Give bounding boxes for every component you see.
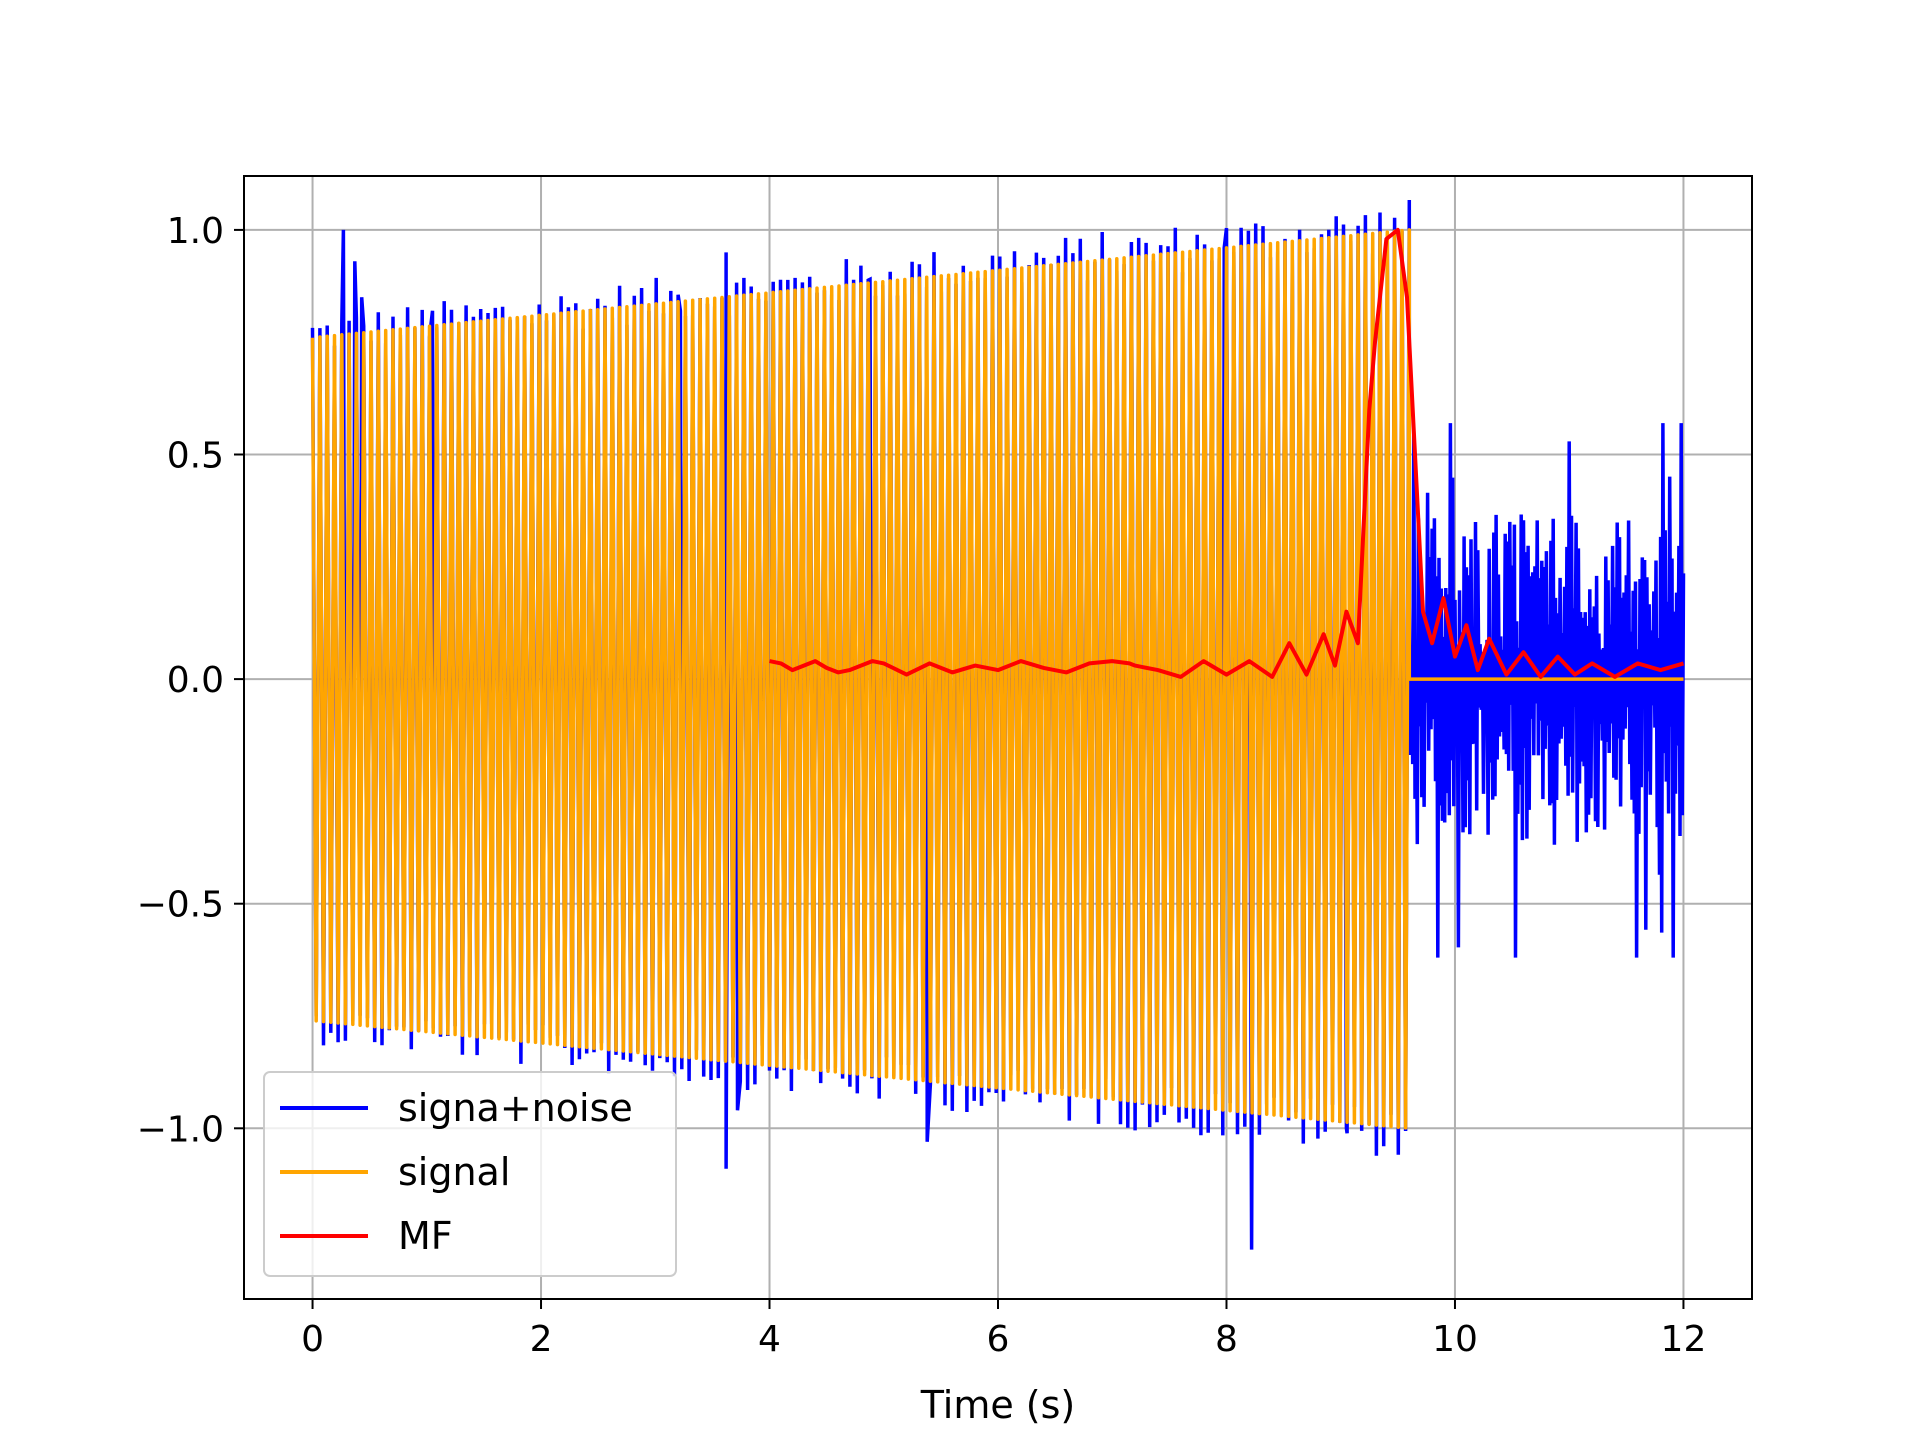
- series-mf-line: [769, 227, 1685, 679]
- x-tick-label: 8: [1215, 1319, 1238, 1360]
- legend-label: signa+noise: [398, 1086, 633, 1130]
- x-tick-label: 12: [1661, 1319, 1707, 1360]
- x-axis-label: Time (s): [920, 1383, 1076, 1427]
- y-tick-label: −1.0: [137, 1109, 224, 1150]
- ticks: 0 2 4 6 8 10 12 1.0 0.5 0.0 −0.5 −1.0: [137, 211, 1707, 1360]
- x-tick-label: 6: [987, 1319, 1010, 1360]
- x-tick-label: 2: [530, 1319, 553, 1360]
- legend: signa+noise signal MF: [263, 1071, 677, 1277]
- y-tick-label: −0.5: [137, 885, 224, 926]
- x-tick-label: 10: [1432, 1319, 1478, 1360]
- legend-box: [263, 1071, 677, 1277]
- y-tick-label: 1.0: [167, 211, 224, 252]
- series-layer: [310, 199, 1686, 1250]
- y-tick-label: 0.0: [167, 660, 224, 701]
- y-tick-label: 0.5: [167, 436, 224, 477]
- series-signal-line: [310, 228, 1684, 1130]
- legend-label: MF: [398, 1214, 453, 1258]
- x-tick-label: 4: [758, 1319, 781, 1360]
- legend-label: signal: [398, 1150, 510, 1194]
- x-tick-label: 0: [301, 1319, 324, 1360]
